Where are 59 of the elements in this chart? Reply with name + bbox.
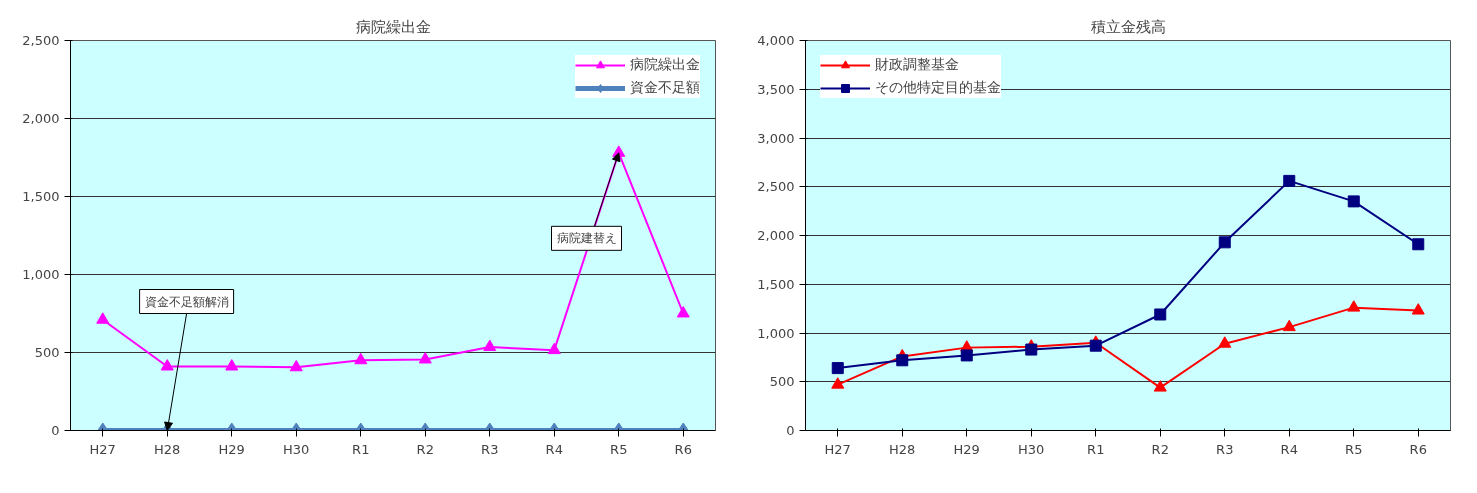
x-tick-label: R1 — [352, 441, 370, 457]
point — [1347, 195, 1360, 208]
point — [1411, 303, 1425, 315]
x-tick-label: R3 — [481, 441, 499, 457]
annotation: 資金不足額解消 — [144, 294, 229, 309]
x-tick-label: R4 — [545, 441, 563, 457]
y-tick-label: 0 — [51, 423, 60, 438]
y-tick-label: 0 — [786, 423, 795, 438]
point — [1282, 319, 1296, 332]
chart-title: 積立金残高 — [1090, 17, 1166, 36]
x-tick-label: R3 — [1216, 441, 1234, 457]
point — [1283, 174, 1296, 187]
x-tick-label: R5 — [1345, 441, 1363, 457]
y-tick-label: 3,000 — [757, 130, 795, 146]
point — [1025, 343, 1038, 356]
y-tick-label: 1,000 — [22, 267, 60, 282]
y-tick-label: 1,000 — [757, 325, 795, 341]
y-tick-label: 4,000 — [757, 33, 795, 48]
point — [1218, 236, 1231, 249]
legend-label: その他特定目的基金 — [875, 79, 1001, 97]
point — [1347, 300, 1361, 312]
chart-title: 病院繰出金 — [355, 17, 431, 36]
point — [960, 349, 973, 362]
x-tick-label: H28 — [889, 441, 916, 457]
y-tick-label: 1,500 — [757, 276, 795, 292]
point — [1089, 339, 1102, 352]
x-tick-label: H27 — [824, 441, 851, 457]
point — [1153, 380, 1167, 392]
y-tick-label: 500 — [34, 345, 60, 360]
point — [896, 354, 909, 367]
y-tick-label: 1,500 — [22, 189, 60, 204]
legend-label: 財政調整基金 — [875, 56, 959, 74]
y-tick-label: 2,500 — [22, 33, 60, 48]
legend-label: 資金不足額 — [630, 79, 700, 97]
x-tick-label: H29 — [218, 441, 245, 457]
point — [1218, 336, 1232, 348]
x-tick-label: H30 — [1018, 441, 1045, 457]
point — [1412, 238, 1425, 251]
annotation: 病院建替え — [556, 231, 617, 246]
x-tick-label: H29 — [953, 441, 980, 457]
x-tick-label: H30 — [283, 441, 310, 457]
y-tick-label: 2,000 — [757, 228, 795, 243]
x-tick-label: R6 — [674, 441, 692, 457]
x-tick-label: H27 — [89, 441, 116, 457]
point — [831, 362, 844, 375]
x-tick-label: R5 — [610, 441, 628, 457]
x-tick-label: R2 — [1151, 441, 1169, 457]
x-tick-label: H28 — [154, 441, 181, 457]
x-tick-label: R2 — [416, 441, 434, 457]
point — [1154, 308, 1167, 321]
y-tick-label: 500 — [769, 374, 795, 390]
y-tick-label: 2,000 — [22, 111, 60, 126]
point — [831, 377, 845, 389]
x-tick-label: R6 — [1409, 441, 1427, 457]
legend-label: 病院繰出金 — [630, 56, 700, 74]
x-tick-label: R1 — [1087, 441, 1105, 457]
y-tick-label: 3,500 — [757, 81, 795, 97]
y-tick-label: 2,500 — [757, 179, 795, 195]
x-tick-label: R4 — [1280, 441, 1298, 457]
